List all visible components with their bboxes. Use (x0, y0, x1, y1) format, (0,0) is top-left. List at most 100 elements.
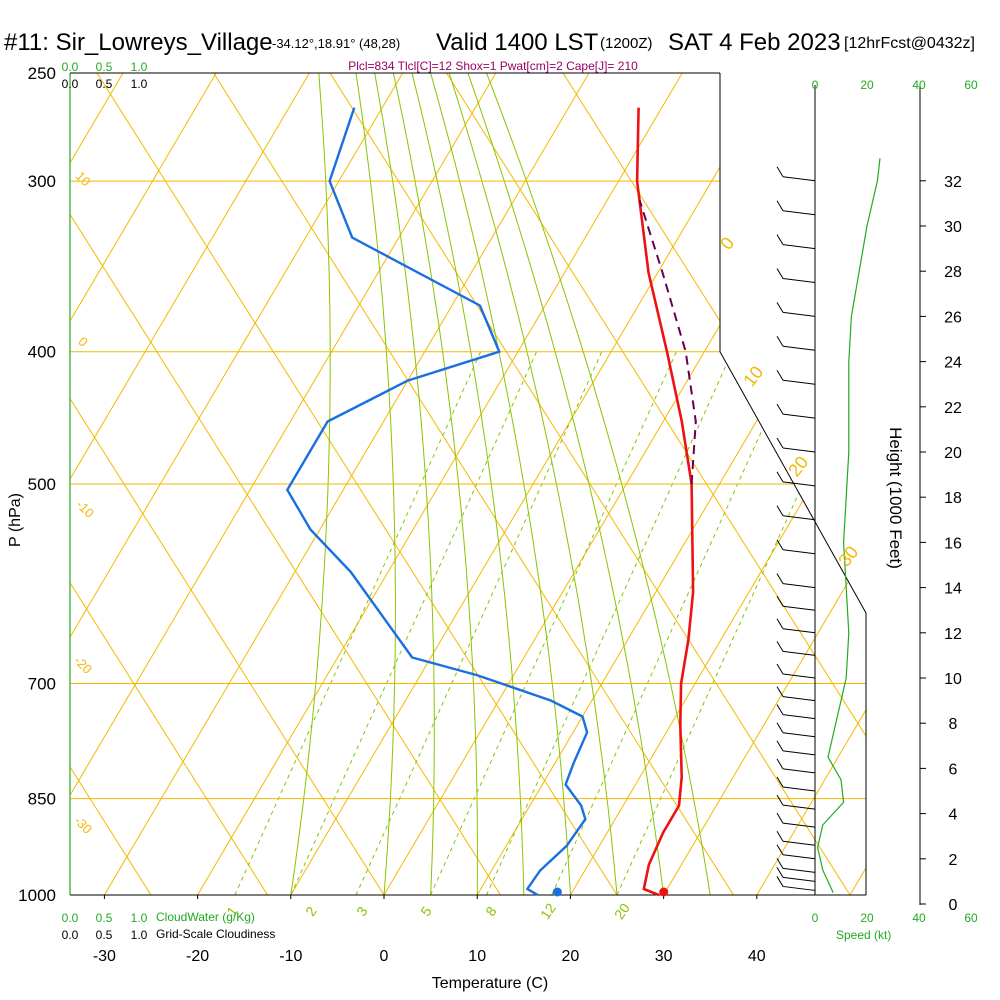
wind-barb-staff (782, 714, 816, 720)
right-frame (719, 73, 867, 895)
isotherm-line (663, 73, 866, 895)
cloudwater-scale-top: 0.5 (96, 60, 113, 74)
wind-barb-staff (782, 750, 816, 756)
wind-barb-staff (782, 696, 816, 702)
moist-adiabat-line (374, 73, 435, 895)
mixing-ratio-line (290, 351, 538, 895)
wind-barb-flag (776, 471, 784, 483)
cloudiness-scale-top: 0.5 (96, 77, 113, 91)
cloudiness-label: Grid-Scale Cloudiness (156, 927, 275, 941)
wind-barb-flag (776, 573, 784, 584)
wind-barb-staff (782, 854, 816, 860)
height-tick-label: 28 (944, 264, 962, 281)
moist-adiabat-line (355, 73, 396, 895)
wind-barb-flag (776, 858, 784, 869)
height-tick-label: 6 (949, 761, 958, 778)
wind-barb-staff (782, 379, 816, 385)
height-tick-label: 0 (949, 897, 958, 914)
pressure-tick-label: 250 (28, 64, 56, 83)
wind-barb-staff (782, 278, 816, 283)
wind-barb-staff (782, 345, 816, 351)
isotherm-label: 30 (834, 542, 862, 570)
surface-dewpoint-dot (552, 887, 562, 897)
wind-barb-flag (776, 704, 784, 715)
wind-barb-flag (776, 876, 784, 887)
wind-barb-flag (776, 663, 784, 675)
adiabat-label: 0 (75, 334, 91, 350)
height-tick-label: 12 (944, 626, 962, 643)
wind-barb-staff (782, 244, 816, 250)
surface-temperature-dot (659, 887, 669, 897)
wind-barb-staff (782, 605, 816, 611)
x-tick-label: 0 (380, 948, 389, 965)
mixing-ratio-label: 2 (302, 903, 320, 919)
x-tick-label: -20 (186, 948, 209, 965)
moist-adiabat-line (392, 73, 478, 895)
valid-time: Valid 1400 LST (436, 29, 599, 56)
wind-barb-staff (782, 210, 816, 216)
mixing-ratio-line (430, 351, 677, 895)
cloudwater-scale-bottom: 0.0 (62, 911, 79, 925)
moist-adiabat-line (448, 73, 618, 895)
wind-barb-staff (782, 650, 816, 656)
adiabat-line (70, 73, 268, 895)
wind-barb-staff (782, 804, 816, 810)
wind-barb-flag (776, 722, 784, 734)
wind-barb-staff (782, 549, 816, 555)
speed-tick-top: 0 (812, 78, 819, 92)
wind-barb-flag (776, 686, 784, 697)
isotherm-line (849, 73, 866, 895)
pressure-tick-label: 300 (28, 172, 56, 191)
wind-barb-flag (776, 844, 784, 856)
mixing-ratio-label: 20 (611, 900, 633, 922)
wind-barb-staff (782, 311, 816, 317)
height-tick-label: 8 (949, 716, 958, 733)
forecast-info: [12hrFcst@0432z] (844, 35, 975, 52)
moist-adiabat-line (411, 73, 525, 895)
wind-barb-flag (776, 595, 784, 607)
height-tick-label: 2 (949, 852, 958, 869)
x-tick-label: -30 (93, 948, 116, 965)
pressure-tick-label: 700 (28, 675, 56, 694)
cloudiness-scale-bottom: 1.0 (131, 928, 148, 942)
wind-barb-flag (776, 437, 784, 449)
mixing-ratio-line (551, 351, 798, 895)
cloudwater-scale-bottom: 1.0 (131, 911, 148, 925)
wind-barb-flag (776, 403, 784, 415)
moist-adiabat-line (290, 73, 331, 895)
wind-barb-staff (782, 176, 816, 182)
height-tick-label: 22 (944, 400, 962, 417)
wind-barb-flag (776, 539, 784, 550)
wind-barb-flag (776, 302, 784, 313)
speed-tick-top: 40 (912, 78, 926, 92)
temperature-profile (635, 107, 695, 897)
x-tick-label: 20 (562, 948, 580, 965)
forecast-date: SAT 4 Feb 2023 (668, 29, 841, 56)
height-tick-label: 10 (944, 671, 962, 688)
station-coords: -34.12°,18.91° (48,28) (272, 36, 400, 51)
wind-barb-flag (776, 830, 784, 842)
speed-tick-top: 20 (860, 78, 874, 92)
wind-barb-flag (776, 618, 784, 630)
cloudiness-scale-top: 1.0 (131, 77, 148, 91)
moist-adiabat-line (430, 73, 571, 895)
wind-barb-flag (776, 776, 784, 788)
wind-barb-staff (782, 885, 816, 891)
adiabat-label: -10 (73, 497, 97, 521)
x-tick-label: 10 (468, 948, 486, 965)
wind-barb-staff (782, 867, 816, 873)
wind-barb-flag (776, 234, 784, 245)
moist-adiabat-line (486, 73, 711, 895)
wind-barb-flag (776, 268, 784, 279)
wind-barb-flag (776, 200, 784, 211)
wind-barb-flag (776, 505, 784, 517)
wind-barb-flag (776, 740, 784, 752)
height-tick-label: 18 (944, 490, 962, 507)
adiabat-label: 10 (73, 168, 94, 189)
isotherm-line (756, 73, 866, 895)
mixing-ratio-line (355, 351, 603, 895)
isotherm-line (0, 73, 30, 895)
wind-barb-flag (776, 867, 784, 878)
wind-barb-staff (782, 673, 816, 679)
